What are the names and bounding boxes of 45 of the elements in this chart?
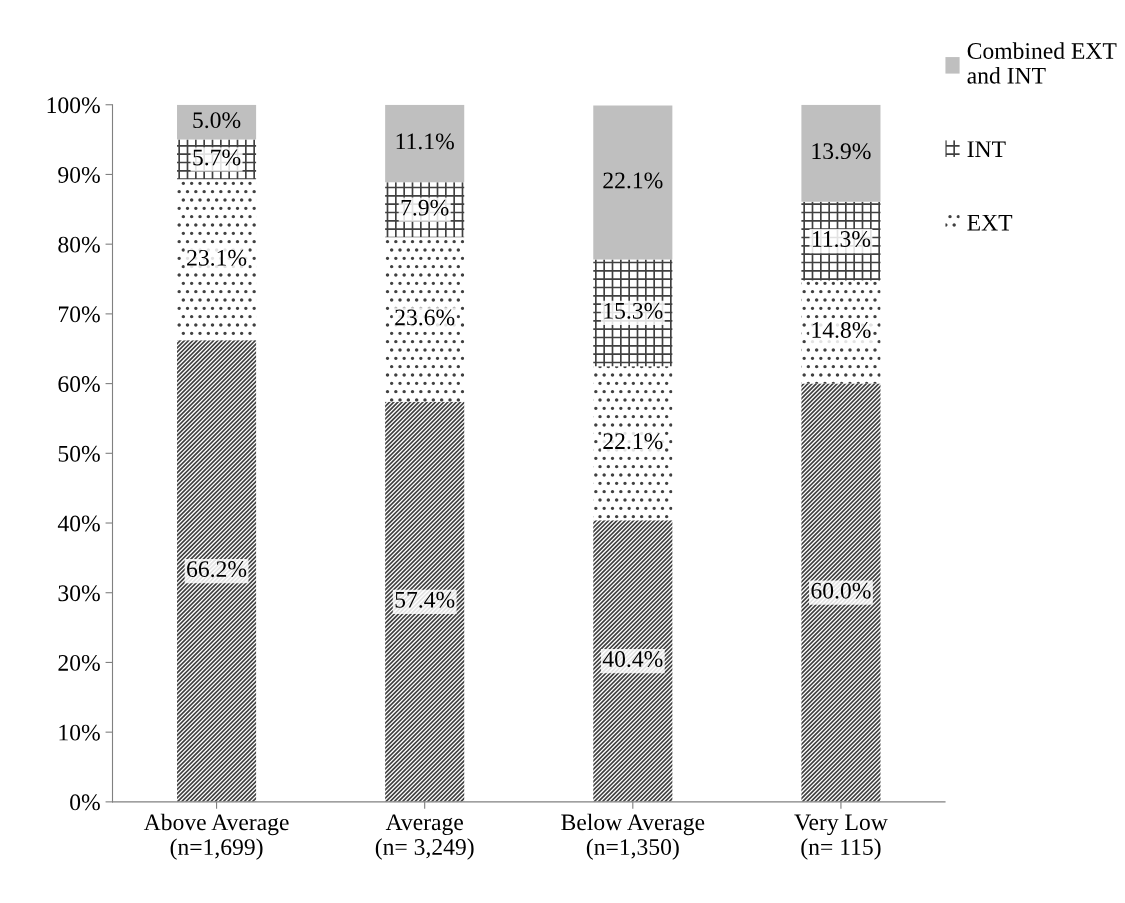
bar — [593, 105, 673, 260]
x-tick-label: Above Average (n=1,699) — [143, 813, 289, 860]
data-label: 23.1% — [187, 249, 247, 266]
bar — [385, 104, 465, 183]
data-label: 14.8% — [812, 321, 871, 339]
y-tick-label: 40% — [57, 515, 100, 532]
y-tick-label: 50% — [58, 445, 100, 462]
data-label: 57.4% — [395, 591, 455, 608]
y-tick-label: 0% — [70, 794, 100, 811]
y-tick-label: 20% — [58, 654, 100, 671]
bar — [593, 366, 673, 521]
bar — [177, 104, 257, 140]
data-label: 22.1% — [603, 172, 663, 189]
y-tick-label: 60% — [58, 376, 100, 393]
y-tick-label: 30% — [58, 585, 100, 602]
data-label: 23.6% — [395, 309, 455, 326]
bar — [385, 237, 465, 402]
data-label: 66.2% — [187, 561, 247, 578]
bar — [385, 401, 465, 802]
y-tick-label: 100% — [47, 97, 100, 114]
legend-label: EXT — [967, 214, 1013, 231]
bar — [801, 383, 881, 802]
data-label: 40.4% — [602, 651, 663, 668]
data-label: 13.9% — [812, 143, 871, 160]
bar — [593, 520, 673, 802]
data-label: 22.1% — [603, 433, 663, 450]
data-label: 5.0% — [193, 112, 241, 129]
data-label: 60.0% — [811, 582, 871, 599]
data-label: 7.9% — [401, 199, 449, 216]
data-label: 11.3% — [812, 231, 871, 248]
data-label: 11.1% — [396, 133, 454, 150]
bar — [177, 340, 257, 802]
x-tick-label: Average (n= 3,249) — [375, 814, 474, 860]
data-label: 15.3% — [604, 302, 663, 319]
bar — [177, 179, 257, 341]
y-tick-label: 10% — [59, 724, 100, 741]
bar — [801, 104, 881, 202]
x-tick-label: Below Average (n=1,350) — [561, 813, 705, 860]
legend-label: Combined EXT and INT — [967, 42, 1117, 84]
data-label: 5.7% — [193, 149, 241, 166]
x-tick-label: Very Low (n= 115) — [794, 814, 888, 860]
y-tick-label: 80% — [58, 236, 100, 253]
y-tick-label: 70% — [58, 306, 100, 323]
y-tick-label: 90% — [58, 166, 100, 183]
legend-label: INT — [967, 141, 1006, 157]
